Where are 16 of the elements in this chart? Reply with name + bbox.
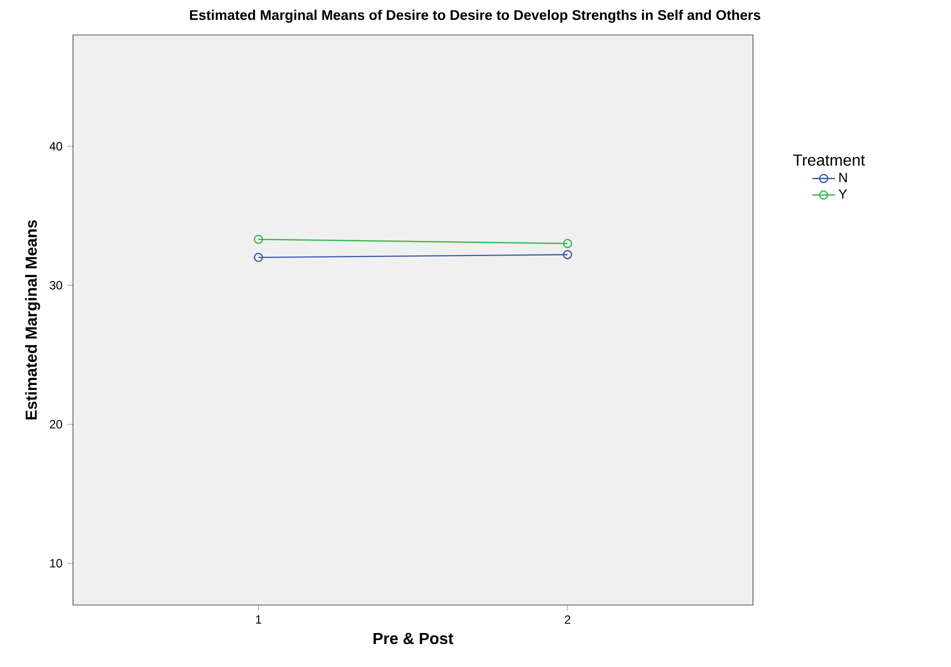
legend-label: Y (838, 189, 847, 199)
legend-title: Treatment (793, 154, 865, 166)
y-axis-title: Estimated Marginal Means (25, 220, 40, 420)
point (254, 252, 264, 262)
point (562, 238, 572, 248)
chart-title: Estimated Marginal Means of Desire to Desire to Develop Strengths in Self and Others (190, 10, 760, 23)
y-tick-label: 20 (50, 420, 62, 429)
x-tick-label: 2 (564, 615, 570, 624)
point (562, 250, 572, 260)
x-tick-label: 1 (256, 615, 262, 624)
y-tick-label: 40 (50, 142, 62, 150)
legend-label: N (839, 172, 847, 182)
x-axis-title: Pre & Post (374, 632, 454, 644)
y-tick-label: 10 (50, 559, 62, 568)
point (254, 234, 264, 244)
y-tick-label: 30 (50, 280, 62, 290)
